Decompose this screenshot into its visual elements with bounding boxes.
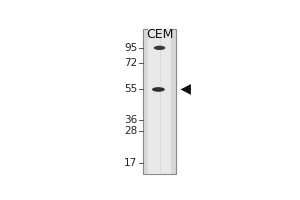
Text: 28: 28 [124, 126, 137, 136]
Ellipse shape [154, 46, 165, 50]
Ellipse shape [152, 87, 165, 92]
Polygon shape [181, 84, 191, 95]
Text: 72: 72 [124, 58, 137, 68]
Bar [143, 29, 176, 174]
Bar [148, 29, 171, 174]
Text: 17: 17 [124, 158, 137, 168]
Text: 55: 55 [124, 84, 137, 94]
Text: 95: 95 [124, 43, 137, 53]
Text: 36: 36 [124, 115, 137, 125]
Text: CEM: CEM [146, 28, 173, 41]
